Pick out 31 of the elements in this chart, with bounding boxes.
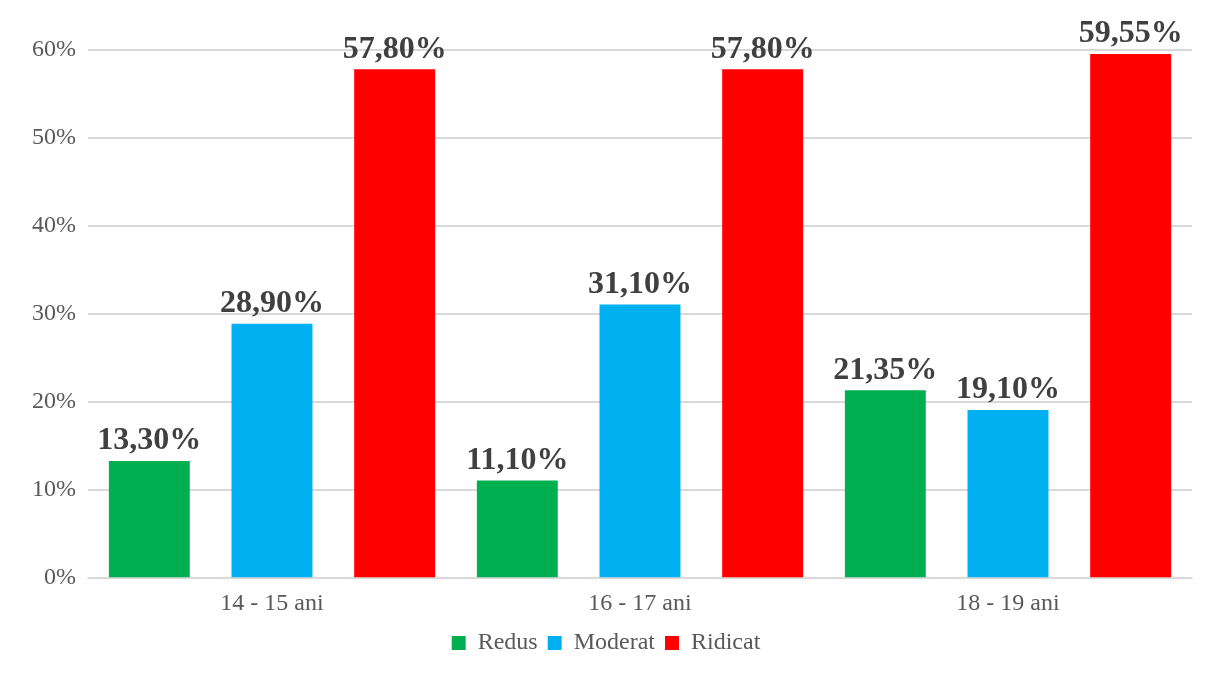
bar [844, 390, 926, 578]
legend-label: Redus [477, 628, 538, 655]
y-tick-label: 30% [31, 299, 76, 326]
bar [1090, 53, 1172, 578]
data-label: 19,10% [956, 369, 1060, 406]
data-label: 59,55% [1078, 13, 1183, 50]
bar [722, 69, 804, 578]
y-tick-label: 40% [31, 211, 76, 238]
y-tick-label: 0% [43, 563, 76, 590]
data-label: 21,35% [833, 349, 938, 386]
y-tick-label: 60% [31, 35, 76, 62]
bar [354, 69, 436, 578]
legend-label: Moderat [573, 628, 656, 655]
bar [231, 323, 313, 578]
bar [476, 480, 558, 578]
x-tick-label: 16 - 17 ani [588, 588, 692, 615]
y-tick-label: 50% [31, 123, 76, 150]
data-label: 31,10% [588, 263, 692, 300]
legend-label: Ridicat [690, 628, 761, 655]
bar [967, 410, 1049, 578]
bar [108, 461, 190, 578]
data-label: 57,80% [710, 28, 815, 65]
x-tick-label: 18 - 19 ani [956, 588, 1060, 615]
data-label: 13,30% [97, 420, 202, 457]
data-label: 28,90% [219, 283, 324, 320]
data-label: 11,10% [466, 439, 569, 476]
data-label: 57,80% [342, 28, 447, 65]
y-tick-label: 20% [31, 387, 76, 414]
x-tick-label: 14 - 15 ani [220, 588, 324, 615]
y-tick-label: 10% [31, 475, 76, 502]
bar [599, 304, 681, 578]
